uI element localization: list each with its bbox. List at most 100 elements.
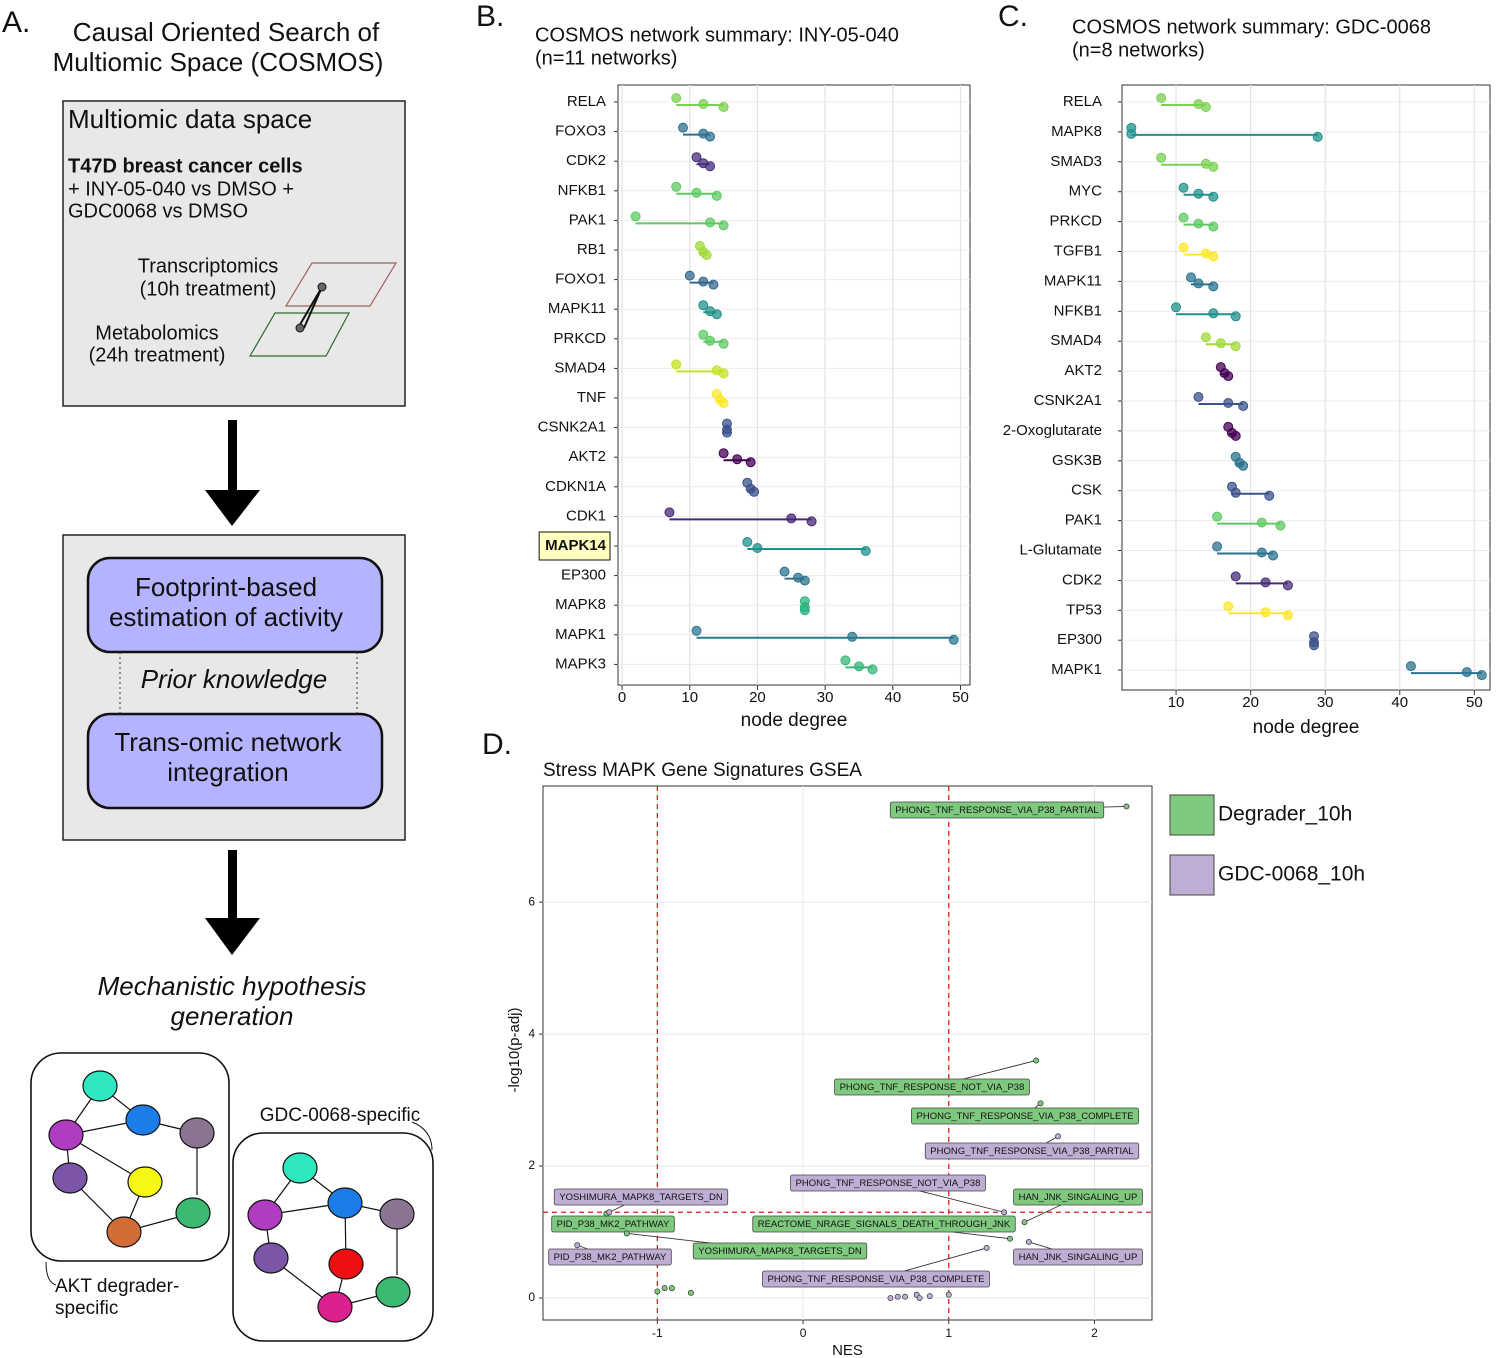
point [1021, 1219, 1028, 1226]
point [926, 1293, 933, 1299]
point [718, 102, 729, 112]
x-tick-label: 1 [945, 1326, 952, 1340]
x-tick-label: 0 [800, 1326, 807, 1340]
y-tick-label: CSK [1071, 482, 1102, 499]
point [745, 457, 756, 468]
x-tick-label: 40 [884, 689, 901, 706]
point [718, 398, 729, 408]
x-axis-title: node degree [741, 710, 848, 731]
point [1223, 371, 1234, 382]
x-tick-label: 50 [952, 689, 969, 706]
point [1033, 1057, 1040, 1064]
point [1223, 398, 1234, 408]
point [623, 1230, 630, 1237]
point [902, 1293, 908, 1300]
chart-title: COSMOS network summary: INY-05-040 [535, 24, 899, 46]
point [677, 122, 688, 133]
y-tick-label: NFKB1 [1054, 302, 1102, 319]
point [1025, 1238, 1032, 1245]
point [1171, 302, 1182, 313]
legend-swatch [1169, 794, 1215, 836]
y-tick-label: NFKB1 [558, 182, 606, 199]
point [1200, 102, 1211, 112]
cell-line: T47D breast cancer cells [68, 155, 303, 177]
point [1200, 332, 1211, 343]
y-tick-label: CDK2 [1062, 571, 1102, 588]
y-tick-label: MAPK3 [555, 655, 606, 672]
x-axis-title: NES [832, 1342, 863, 1358]
point [698, 99, 709, 109]
y-tick-label: L-Glutamate [1019, 541, 1102, 558]
point [1193, 278, 1204, 289]
label-box [692, 1242, 868, 1260]
label-box [889, 801, 1105, 819]
point [711, 309, 722, 320]
point [1309, 640, 1320, 651]
network-label: GDC-0068-specific [260, 1105, 421, 1126]
label-box [762, 1270, 990, 1288]
point [698, 329, 709, 340]
callout [411, 1121, 433, 1151]
y-tick-label: CDK1 [566, 507, 606, 524]
y-tick-label: PAK1 [569, 211, 606, 228]
point [732, 454, 743, 465]
y-tick-label: MAPK1 [555, 626, 606, 643]
data-label: PHONG_TNF_RESPONSE_VIA_P38_PARTIAL [930, 1146, 1133, 1157]
point [668, 1285, 675, 1292]
point [983, 1244, 990, 1251]
label-box [911, 1107, 1139, 1125]
chart-title: COSMOS network summary: GDC-0068 [1072, 16, 1431, 38]
point [1256, 517, 1267, 528]
point [1037, 1100, 1044, 1107]
point [1212, 541, 1223, 552]
data-label: PID_P38_MK2_PATHWAY [554, 1252, 667, 1263]
x-tick-label: 20 [749, 689, 766, 706]
point [1256, 547, 1267, 558]
y-tick-label: AKT2 [568, 448, 606, 465]
point [1230, 487, 1241, 498]
y-tick-label: MAPK11 [1044, 272, 1102, 289]
legend-label: GDC-0068_10h [1218, 863, 1365, 886]
point [698, 300, 709, 311]
network-right [232, 1132, 434, 1342]
point [718, 368, 729, 379]
step-text: integration [167, 757, 288, 787]
data-label: PHONG_TNF_RESPONSE_NOT_VIA_P38 [840, 1082, 1025, 1093]
data-label: PHONG_TNF_RESPONSE_NOT_VIA_P38 [796, 1178, 981, 1189]
arrow [228, 850, 237, 920]
panel-label: C. [998, 0, 1028, 33]
x-tick-label: 30 [817, 689, 834, 706]
legend-label: Degrader_10h [1218, 803, 1352, 826]
data-label: REACTOME_NRAGE_SIGNALS_DEATH_THROUGH_JNK [758, 1219, 1011, 1230]
x-tick-label: 10 [1168, 694, 1185, 711]
label-box [752, 1215, 1016, 1233]
callout [45, 1261, 57, 1286]
point [742, 537, 753, 547]
y-tick-label: SMAD4 [554, 359, 606, 376]
data-box [62, 100, 406, 407]
y-tick-label: AKT2 [1064, 362, 1102, 379]
point [691, 625, 702, 636]
y-tick-label: CDKN1A [545, 478, 606, 495]
point [684, 270, 695, 281]
y-tick-label: 2 [528, 1158, 535, 1172]
x-tick-label: 0 [618, 689, 626, 706]
box-title: Multiomic data space [68, 104, 312, 134]
prior-text: Prior knowledge [141, 664, 327, 694]
point [847, 631, 858, 642]
y-tick-label: 0 [528, 1290, 535, 1304]
panel-label: D. [482, 728, 512, 761]
point [860, 546, 871, 556]
data-label: PHONG_TNF_RESPONSE_VIA_P38_COMPLETE [917, 1111, 1134, 1122]
point [1123, 803, 1130, 810]
point [1264, 490, 1275, 501]
y-tick-label: RELA [1063, 93, 1102, 110]
point [887, 1295, 894, 1301]
point [1268, 550, 1279, 561]
point [1208, 281, 1219, 292]
omics-label: Transcriptomics [138, 255, 278, 277]
hypothesis-text: Mechanistic hypothesis [98, 971, 367, 1001]
point [1208, 308, 1219, 319]
point [1156, 93, 1167, 103]
panel-title: Causal Oriented Search of [73, 17, 380, 47]
